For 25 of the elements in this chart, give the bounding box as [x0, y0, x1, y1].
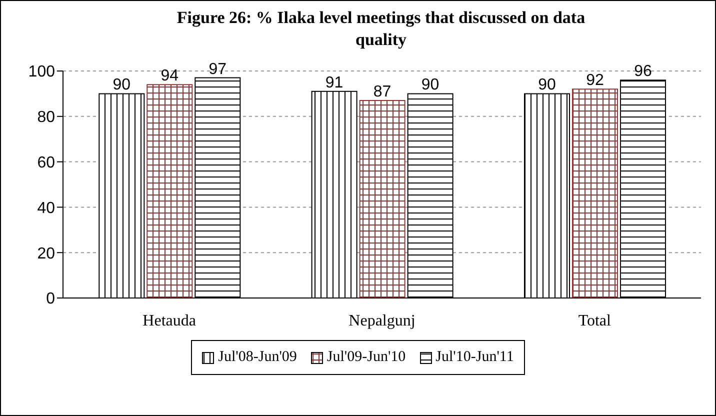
- data-label: 92: [586, 72, 604, 90]
- x-tick-label: Nepalgunj: [348, 312, 416, 330]
- data-label: 90: [112, 76, 131, 94]
- x-tick-label: Hetauda: [142, 312, 196, 330]
- y-tick-label: 40: [37, 200, 56, 217]
- data-label: 90: [538, 76, 556, 94]
- data-label: 91: [325, 74, 344, 92]
- bar: [359, 100, 406, 298]
- data-label: 87: [373, 84, 392, 101]
- y-tick-label: 20: [37, 245, 56, 262]
- data-label: 90: [421, 76, 440, 94]
- x-tick-label: Total: [578, 312, 612, 330]
- y-tick-label: 0: [46, 290, 56, 308]
- y-tick-label: 100: [28, 64, 56, 81]
- legend-label: Jul'08-Jun'09: [217, 349, 297, 366]
- data-label: 94: [160, 68, 179, 85]
- chart-title: Figure 26: % Ilaka level meetings that discussed on data quality: [176, 7, 586, 51]
- bar: [146, 84, 193, 298]
- bar: [572, 88, 618, 298]
- legend-label: Jul'10-Jun'11: [434, 349, 514, 366]
- legend-label: Jul'09-Jun'10: [326, 349, 406, 366]
- y-tick-label: 80: [37, 109, 56, 126]
- data-label: 97: [208, 60, 227, 78]
- data-label: 96: [634, 63, 652, 80]
- y-tick-label: 60: [37, 154, 56, 172]
